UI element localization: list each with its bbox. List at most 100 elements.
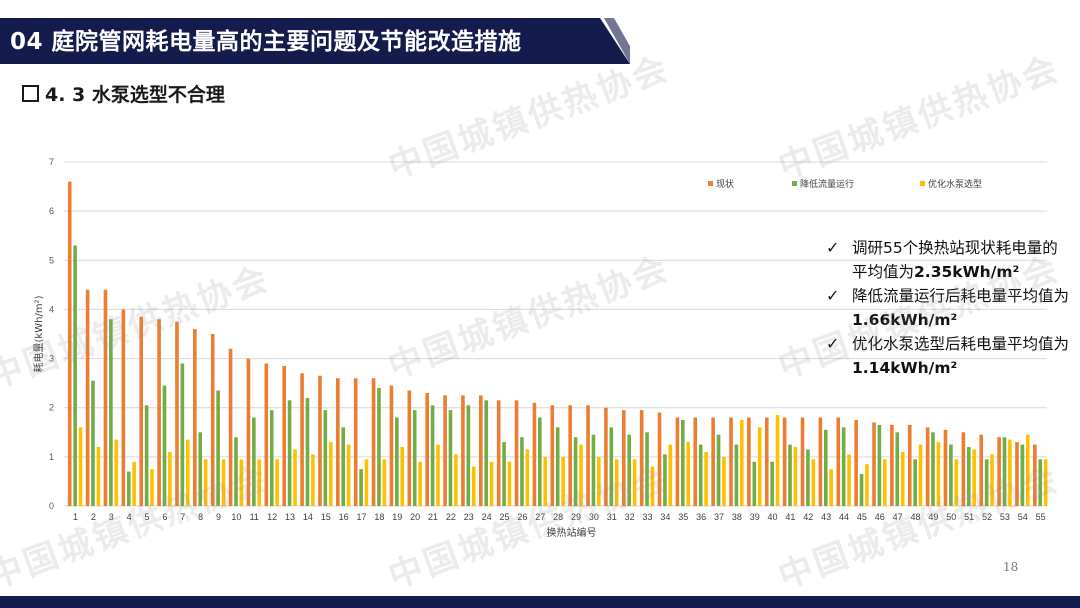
bar-reduced-flow: [180, 363, 185, 506]
x-tick-label: 19: [392, 512, 402, 522]
bar-current: [228, 348, 233, 506]
x-tick-label: 4: [127, 512, 132, 522]
note-text: 优化水泵选型后耗电量平均值为1.14kWh/m²: [852, 335, 1070, 377]
checkbox-square-icon: [22, 85, 39, 102]
bar-reduced-flow: [806, 449, 810, 506]
bar-reduced-flow: [663, 454, 667, 506]
bar-current: [907, 424, 912, 506]
bar-optimized-pump: [1008, 439, 1012, 506]
x-tick-label: 54: [1018, 512, 1028, 522]
bar-optimized-pump: [543, 456, 548, 506]
page-title: 04 庭院管网耗电量高的主要问题及节能改造措施: [10, 29, 522, 55]
bar-current: [1015, 442, 1019, 506]
bar-optimized-pump: [883, 459, 887, 506]
bar-reduced-flow: [520, 437, 524, 506]
x-tick-label: 46: [875, 512, 885, 522]
x-tick-label: 40: [768, 512, 778, 522]
bar-current: [675, 417, 680, 506]
x-tick-label: 20: [410, 512, 420, 522]
bar-optimized-pump: [150, 469, 154, 506]
x-tick-label: 3: [109, 512, 114, 522]
bar-reduced-flow: [931, 432, 935, 506]
x-tick-label: 50: [946, 512, 956, 522]
bar-optimized-pump: [454, 454, 458, 506]
section-title-text: 4. 3 水泵选型不合理: [45, 84, 225, 106]
bar-reduced-flow: [305, 397, 310, 506]
x-tick-label: 14: [303, 512, 313, 522]
bar-optimized-pump: [614, 459, 619, 506]
bar-reduced-flow: [341, 427, 346, 506]
x-tick-label: 33: [642, 512, 652, 522]
bar-current: [800, 417, 805, 506]
bar-reduced-flow: [788, 444, 792, 506]
y-tick-label: 7: [49, 157, 54, 167]
bar-optimized-pump: [221, 459, 226, 506]
x-tick-label: 22: [446, 512, 456, 522]
check-icon: ✓: [826, 238, 840, 257]
bar-optimized-pump: [936, 442, 941, 506]
bar-optimized-pump: [972, 449, 976, 506]
x-tick-label: 48: [911, 512, 921, 522]
bar-current: [139, 316, 144, 506]
bar-current: [532, 402, 537, 506]
bar-optimized-pump: [132, 461, 136, 506]
bar-reduced-flow: [823, 429, 828, 506]
bar-current: [657, 412, 662, 506]
bar-reduced-flow: [234, 437, 238, 506]
bar-reduced-flow: [734, 444, 739, 506]
x-tick-label: 1: [73, 512, 78, 522]
x-tick-label: 44: [839, 512, 849, 522]
note-text: 调研55个换热站现状耗电量的平均值为2.35kWh/m²: [852, 239, 1058, 281]
bar-optimized-pump: [722, 456, 726, 506]
bar-current: [925, 427, 930, 506]
bar-current: [854, 420, 858, 506]
bar-optimized-pump: [632, 459, 637, 506]
bar-current: [1033, 444, 1037, 506]
bar-reduced-flow: [484, 400, 489, 506]
x-tick-label: 43: [821, 512, 831, 522]
bar-current: [979, 434, 984, 506]
bar-optimized-pump: [257, 459, 262, 506]
bar-optimized-pump: [346, 444, 351, 506]
x-axis-label: 换热站编号: [547, 526, 597, 539]
bar-current: [514, 400, 519, 506]
bar-reduced-flow: [984, 459, 989, 506]
bar-optimized-pump: [561, 456, 565, 506]
bar-optimized-pump: [918, 444, 923, 506]
bar-current: [693, 417, 698, 506]
bar-optimized-pump: [471, 466, 476, 506]
bar-current: [67, 181, 72, 506]
y-tick-label: 5: [49, 255, 54, 265]
bar-current: [121, 309, 126, 506]
bar-reduced-flow: [538, 417, 542, 506]
bar-reduced-flow: [448, 410, 453, 506]
bar-reduced-flow: [466, 405, 471, 506]
bar-current: [997, 437, 1001, 506]
bar-current: [264, 363, 269, 506]
bar-current: [782, 417, 787, 506]
bar-reduced-flow: [770, 461, 774, 506]
bar-current: [318, 375, 322, 506]
x-tick-label: 34: [660, 512, 670, 522]
bar-current: [550, 405, 555, 506]
legend-swatch: [920, 181, 925, 186]
bar-optimized-pump: [436, 444, 440, 506]
bar-optimized-pump: [382, 459, 387, 506]
bar-reduced-flow: [269, 410, 274, 506]
note-text: 降低流量运行后耗电量平均值为1.66kWh/m²: [852, 287, 1070, 329]
bar-reduced-flow: [73, 245, 77, 507]
bar-current: [300, 373, 304, 506]
bar-reduced-flow: [752, 461, 757, 506]
bar-optimized-pump: [704, 451, 708, 506]
bar-reduced-flow: [913, 459, 917, 506]
x-tick-label: 51: [964, 512, 974, 522]
bar-current: [729, 417, 733, 506]
bar-reduced-flow: [323, 410, 328, 506]
bar-optimized-pump: [507, 461, 512, 506]
bar-reduced-flow: [1002, 437, 1007, 506]
note-item: ✓ 优化水泵选型后耗电量平均值为1.14kWh/m²: [826, 332, 1071, 380]
bar-current: [890, 424, 894, 506]
bar-reduced-flow: [859, 474, 864, 506]
bar-reduced-flow: [895, 432, 900, 506]
bar-current: [461, 395, 465, 506]
